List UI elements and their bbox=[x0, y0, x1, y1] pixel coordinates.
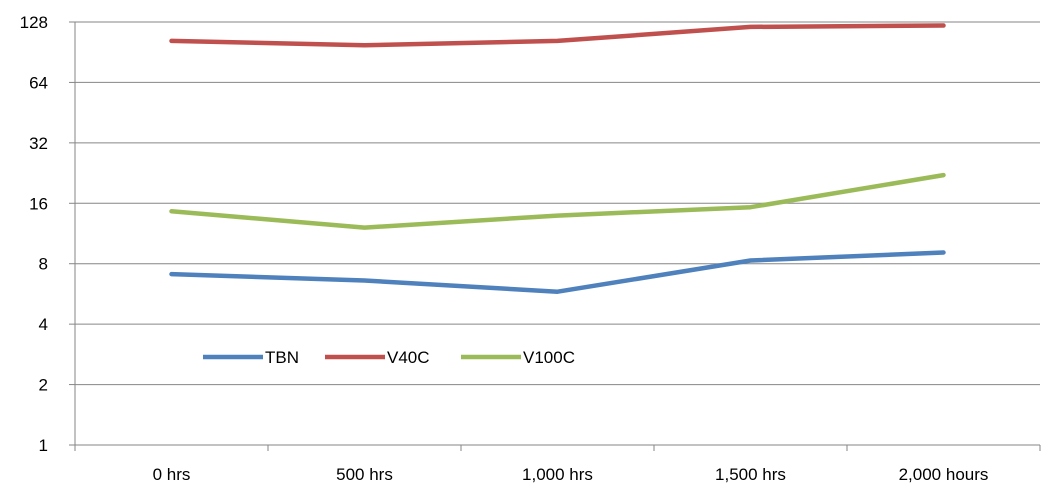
x-tick-label: 2,000 hours bbox=[899, 465, 989, 484]
y-tick-label: 64 bbox=[29, 73, 48, 92]
series-line-v40c bbox=[169, 23, 946, 48]
y-tick-label: 2 bbox=[39, 376, 48, 395]
y-tick-label: 16 bbox=[29, 194, 48, 213]
legend-label: TBN bbox=[265, 348, 299, 367]
gridlines bbox=[75, 21, 1040, 386]
series-line-tbn bbox=[169, 250, 946, 294]
y-tick-label: 32 bbox=[29, 134, 48, 153]
legend-label: V40C bbox=[387, 348, 430, 367]
legend-item-tbn: TBN bbox=[203, 348, 299, 367]
x-tick-label: 1,000 hrs bbox=[522, 465, 593, 484]
y-tick-label: 8 bbox=[39, 255, 48, 274]
x-tick-label: 1,500 hrs bbox=[715, 465, 786, 484]
series-line-v100c bbox=[169, 172, 946, 230]
x-tick-label: 0 hrs bbox=[153, 465, 191, 484]
y-tick-labels: 1 2 4 8 16 32 64 128 bbox=[20, 13, 48, 455]
legend-item-v40c: V40C bbox=[325, 348, 430, 367]
y-tick-label: 1 bbox=[39, 436, 48, 455]
series-lines bbox=[169, 23, 946, 294]
legend-label: V100C bbox=[523, 348, 575, 367]
x-tick-label: 500 hrs bbox=[336, 465, 393, 484]
x-tick-labels: 0 hrs 500 hrs 1,000 hrs 1,500 hrs 2,000 hour… bbox=[153, 465, 989, 484]
legend-item-v100c: V100C bbox=[461, 348, 575, 367]
legend: TBN V40C V100C bbox=[203, 348, 575, 367]
y-tick-label: 4 bbox=[39, 315, 48, 334]
axes bbox=[69, 21, 1041, 451]
y-tick-label: 128 bbox=[20, 13, 48, 32]
